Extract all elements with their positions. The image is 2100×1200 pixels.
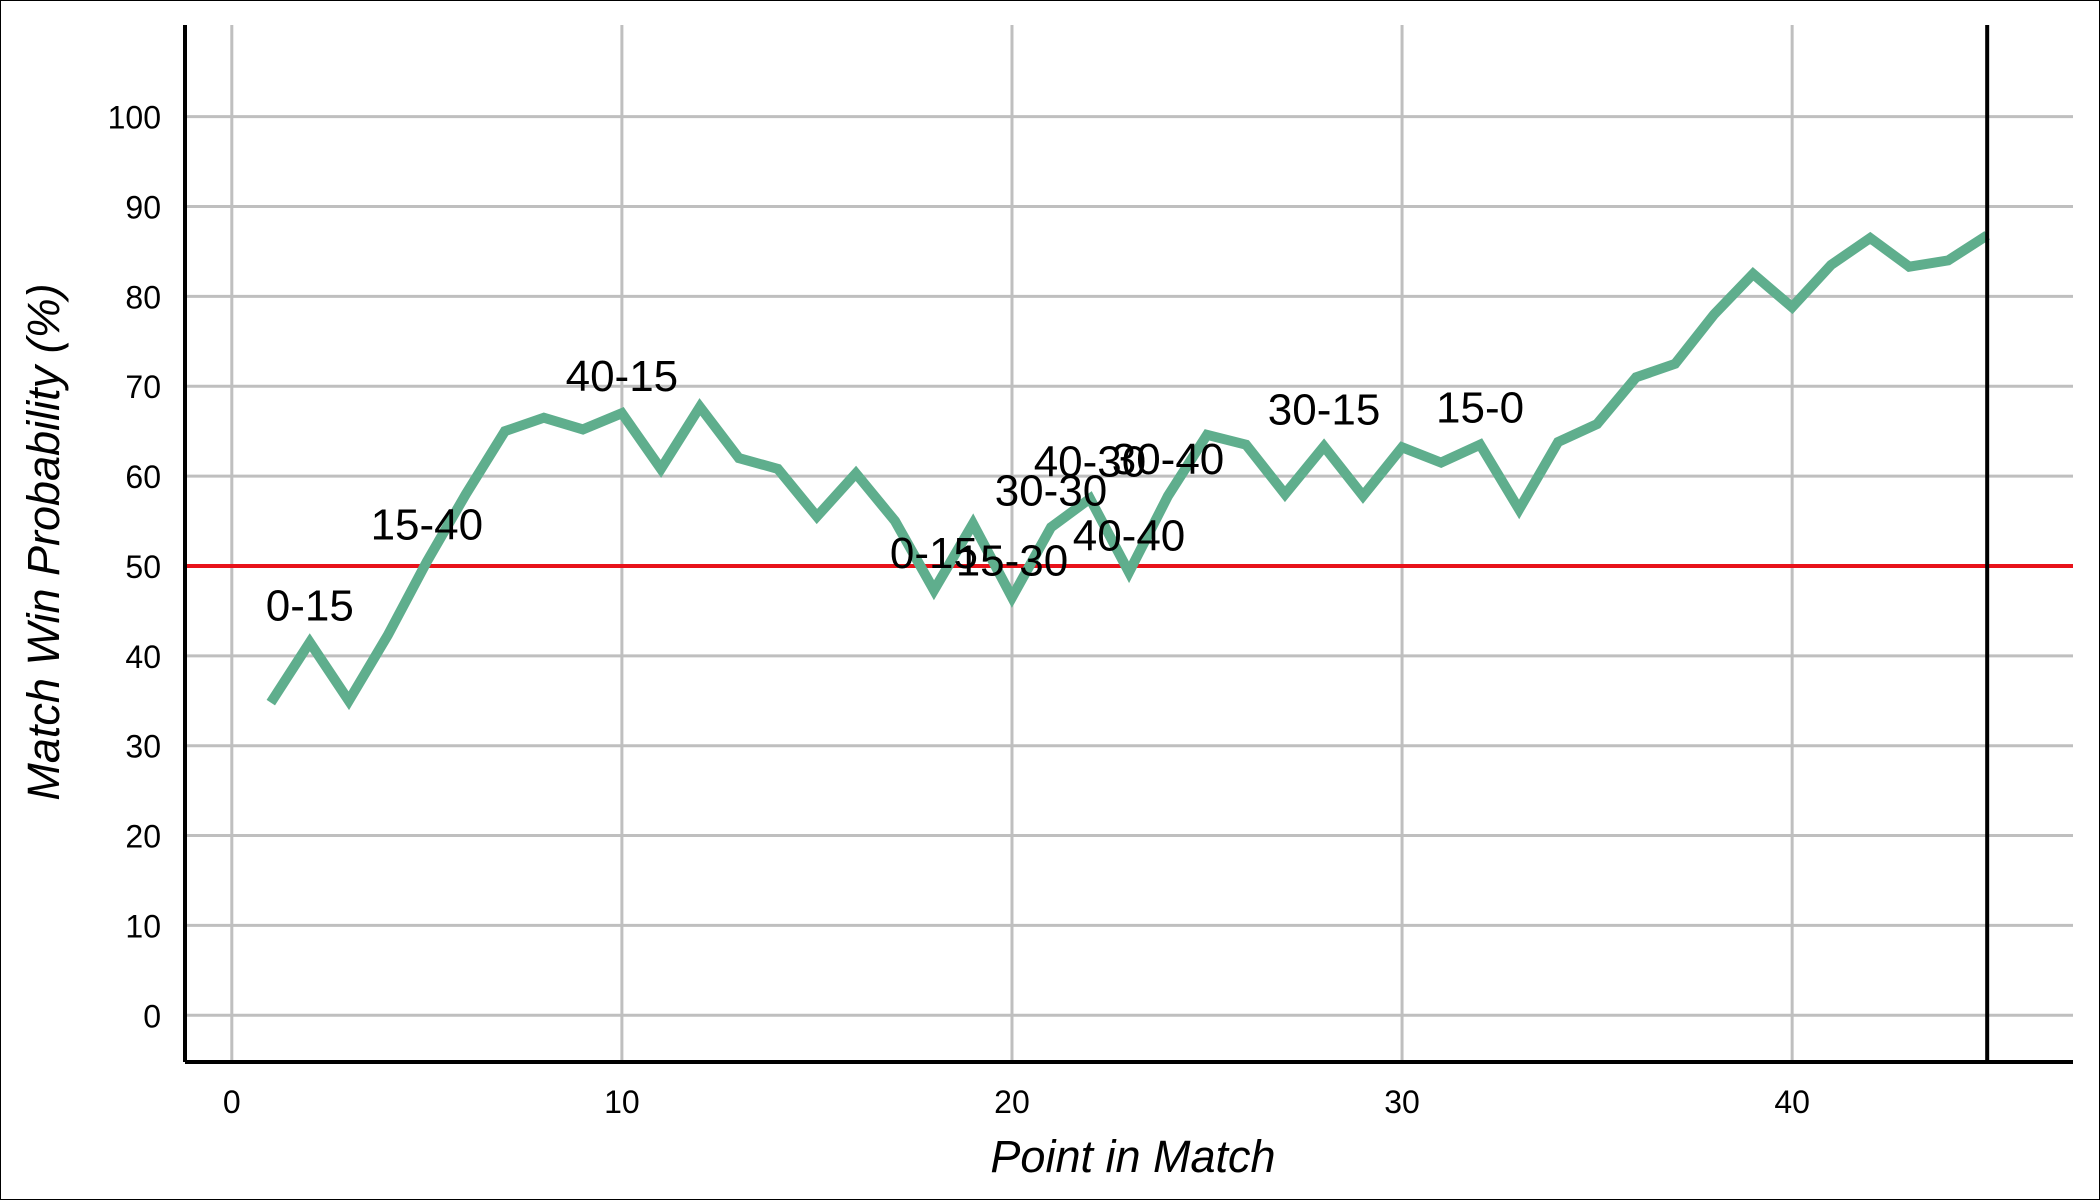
data-point — [1710, 310, 1718, 318]
data-point — [930, 586, 938, 594]
data-point — [891, 517, 899, 525]
score-annotation: 40-30 — [1034, 438, 1147, 487]
data-point — [1593, 420, 1601, 428]
win-probability-line — [266, 231, 1990, 711]
data-point — [1788, 303, 1796, 311]
data-point — [540, 414, 548, 422]
data-point — [1398, 443, 1406, 451]
y-tick-label: 100 — [108, 100, 161, 136]
data-point — [852, 469, 860, 477]
data-point — [813, 513, 821, 521]
data-point — [1476, 441, 1484, 449]
series-layer — [266, 231, 1990, 711]
data-point — [1515, 505, 1523, 513]
y-tick-label: 80 — [125, 279, 161, 315]
data-point — [1437, 459, 1445, 467]
x-axis-title: Point in Match — [990, 1131, 1275, 1182]
y-tick-label: 50 — [125, 549, 161, 585]
data-point — [735, 454, 743, 462]
data-point — [1749, 270, 1757, 278]
data-point — [1125, 568, 1133, 576]
data-point — [579, 425, 587, 433]
score-annotation: 15-0 — [1436, 384, 1524, 433]
score-annotation: 30-15 — [1268, 385, 1381, 434]
y-tick-label: 40 — [125, 639, 161, 675]
data-point — [1164, 492, 1172, 500]
x-tick-label: 10 — [604, 1084, 640, 1120]
y-tick-label: 60 — [125, 459, 161, 495]
data-point — [696, 403, 704, 411]
y-tick-label: 90 — [125, 190, 161, 226]
y-tick-label: 10 — [125, 908, 161, 944]
data-point — [384, 631, 392, 639]
y-axis-title: Match Win Probability (%) — [18, 283, 69, 800]
data-point — [345, 697, 353, 705]
data-point — [1632, 373, 1640, 381]
data-point — [1008, 593, 1016, 601]
data-point — [1242, 441, 1250, 449]
score-annotation: 30-40 — [1112, 435, 1225, 484]
axes — [183, 25, 2073, 1064]
x-tick-label: 30 — [1384, 1084, 1420, 1120]
data-point — [462, 490, 470, 498]
score-annotation: 30-30 — [995, 466, 1108, 515]
data-point — [618, 409, 626, 417]
data-point — [1905, 263, 1913, 271]
grid — [185, 25, 2073, 1062]
score-annotation: 0-15 — [890, 529, 978, 578]
score-annotation: 0-15 — [266, 581, 354, 630]
data-point — [1671, 360, 1679, 368]
y-tick-label: 30 — [125, 729, 161, 765]
data-point — [306, 638, 314, 646]
data-point — [423, 557, 431, 565]
data-point — [1047, 523, 1055, 531]
data-point — [1827, 261, 1835, 269]
data-point — [774, 465, 782, 473]
score-annotation: 40-15 — [566, 352, 679, 401]
score-annotation: 40-40 — [1073, 511, 1186, 560]
score-annotation: 15-40 — [371, 500, 484, 549]
data-point — [969, 520, 977, 528]
data-point — [1281, 490, 1289, 498]
x-tick-label: 20 — [994, 1084, 1030, 1120]
y-tick-label: 20 — [125, 819, 161, 855]
data-point — [1944, 256, 1952, 264]
data-point — [1554, 438, 1562, 446]
data-point — [657, 465, 665, 473]
data-point — [1866, 234, 1874, 242]
tick-labels: 0 10 20 30 40 0 10 20 30 40 50 60 70 80 90 100 — [108, 100, 1810, 1120]
data-point — [1320, 442, 1328, 450]
data-point — [501, 427, 509, 435]
x-tick-label: 40 — [1774, 1084, 1810, 1120]
score-annotation: 15-30 — [956, 536, 1069, 585]
y-tick-label: 0 — [143, 998, 161, 1034]
x-tick-label: 0 — [223, 1084, 241, 1120]
y-tick-label: 70 — [125, 369, 161, 405]
data-point — [267, 699, 275, 707]
annotations: 0-1515-4040-150-1515-3030-3040-3040-4030… — [266, 352, 1524, 630]
data-point — [1359, 492, 1367, 500]
